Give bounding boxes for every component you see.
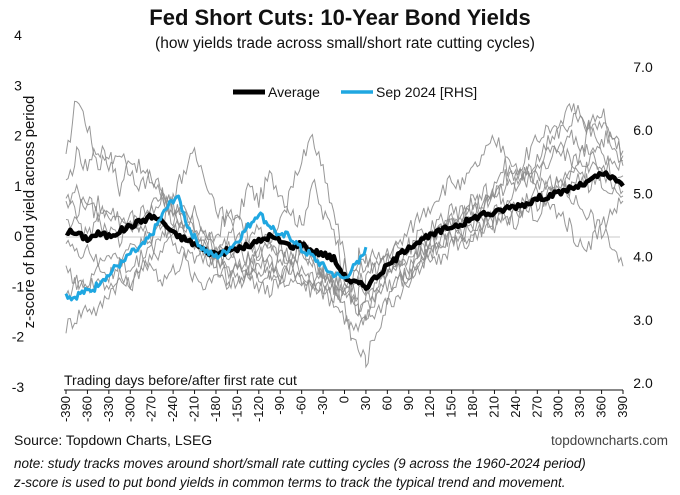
x-tick-label: 210 bbox=[486, 396, 501, 418]
x-tick-label: -30 bbox=[315, 396, 330, 415]
y-tick-label: 4 bbox=[14, 27, 22, 43]
source-text: Source: Topdown Charts, LSEG bbox=[14, 432, 212, 448]
y-tick-label: -1 bbox=[12, 278, 25, 294]
x-tick-label: 390 bbox=[615, 396, 630, 418]
cycle-line bbox=[65, 108, 624, 317]
cycle-line bbox=[65, 129, 624, 298]
sep-2024-series-layer bbox=[64, 194, 368, 302]
y-axis-right-ticks: 2.0 3.0 4.0 5.0 6.0 7.0 bbox=[633, 59, 653, 391]
x-tick-label: -90 bbox=[272, 396, 287, 415]
x-axis-ticks: -390 -360 -330 -300 -270 -240 -210 -180 -150 -120… bbox=[58, 390, 630, 422]
cycle-line bbox=[65, 102, 624, 369]
y-tick-label: 2 bbox=[14, 128, 22, 144]
x-tick-label: 180 bbox=[465, 396, 480, 418]
legend: Average Sep 2024 [RHS] bbox=[233, 84, 477, 100]
y-tick-label: 3 bbox=[14, 77, 22, 93]
cycle-line bbox=[65, 133, 624, 316]
x-tick-label: 330 bbox=[572, 396, 587, 418]
y2-tick-label: 2.0 bbox=[633, 375, 653, 391]
x-tick-label: -300 bbox=[122, 396, 137, 422]
note-line-1: note: study tracks moves around short/sm… bbox=[14, 456, 586, 471]
x-tick-label: 300 bbox=[551, 396, 566, 418]
y2-tick-label: 3.0 bbox=[633, 312, 653, 328]
y2-tick-label: 7.0 bbox=[633, 59, 653, 75]
x-tick-label: -180 bbox=[208, 396, 223, 422]
cycle-line bbox=[65, 157, 624, 305]
y-tick-label: 0 bbox=[14, 228, 22, 244]
legend-label-average: Average bbox=[268, 84, 320, 100]
x-tick-label: -120 bbox=[251, 396, 266, 422]
y2-tick-label: 5.0 bbox=[633, 185, 653, 201]
y-tick-label: -3 bbox=[12, 379, 25, 395]
x-tick-label: 90 bbox=[401, 396, 416, 410]
x-tick-label: 30 bbox=[358, 396, 373, 410]
cycle-line bbox=[65, 130, 624, 334]
historical-cycles bbox=[65, 100, 624, 369]
y2-tick-label: 6.0 bbox=[633, 122, 653, 138]
x-tick-label: 120 bbox=[422, 396, 437, 418]
x-tick-label: -60 bbox=[294, 396, 309, 415]
x-tick-label: -210 bbox=[187, 396, 202, 422]
legend-label-sep-2024: Sep 2024 [RHS] bbox=[376, 84, 477, 100]
x-tick-label: -390 bbox=[58, 396, 73, 422]
note-line-2: z-score is used to put bond yields in co… bbox=[13, 475, 566, 490]
y-axis-label: z-score of bond yield across period bbox=[21, 96, 38, 329]
chart-title: Fed Short Cuts: 10-Year Bond Yields bbox=[149, 5, 530, 30]
chart-subtitle: (how yields trade across small/short rat… bbox=[155, 35, 535, 52]
x-tick-label: 0 bbox=[337, 396, 352, 403]
x-tick-label: 60 bbox=[379, 396, 394, 410]
x-tick-label: -330 bbox=[101, 396, 116, 422]
y-axis-left-ticks: -3 -2 -1 0 1 2 3 4 bbox=[12, 27, 25, 395]
x-tick-label: -240 bbox=[165, 396, 180, 422]
x-tick-label: -150 bbox=[229, 396, 244, 422]
y-tick-label: -2 bbox=[12, 329, 25, 345]
x-tick-label: -360 bbox=[79, 396, 94, 422]
x-tick-label: 270 bbox=[529, 396, 544, 418]
y2-tick-label: 4.0 bbox=[633, 249, 653, 265]
sep-2024-line bbox=[64, 194, 368, 302]
x-axis-label: Trading days before/after first rate cut bbox=[64, 372, 297, 388]
website-text: topdowncharts.com bbox=[551, 433, 668, 448]
x-tick-label: 150 bbox=[444, 396, 459, 418]
x-tick-label: 360 bbox=[594, 396, 609, 418]
y-tick-label: 1 bbox=[14, 178, 22, 194]
x-tick-label: 240 bbox=[508, 396, 523, 418]
x-tick-label: -270 bbox=[144, 396, 159, 422]
